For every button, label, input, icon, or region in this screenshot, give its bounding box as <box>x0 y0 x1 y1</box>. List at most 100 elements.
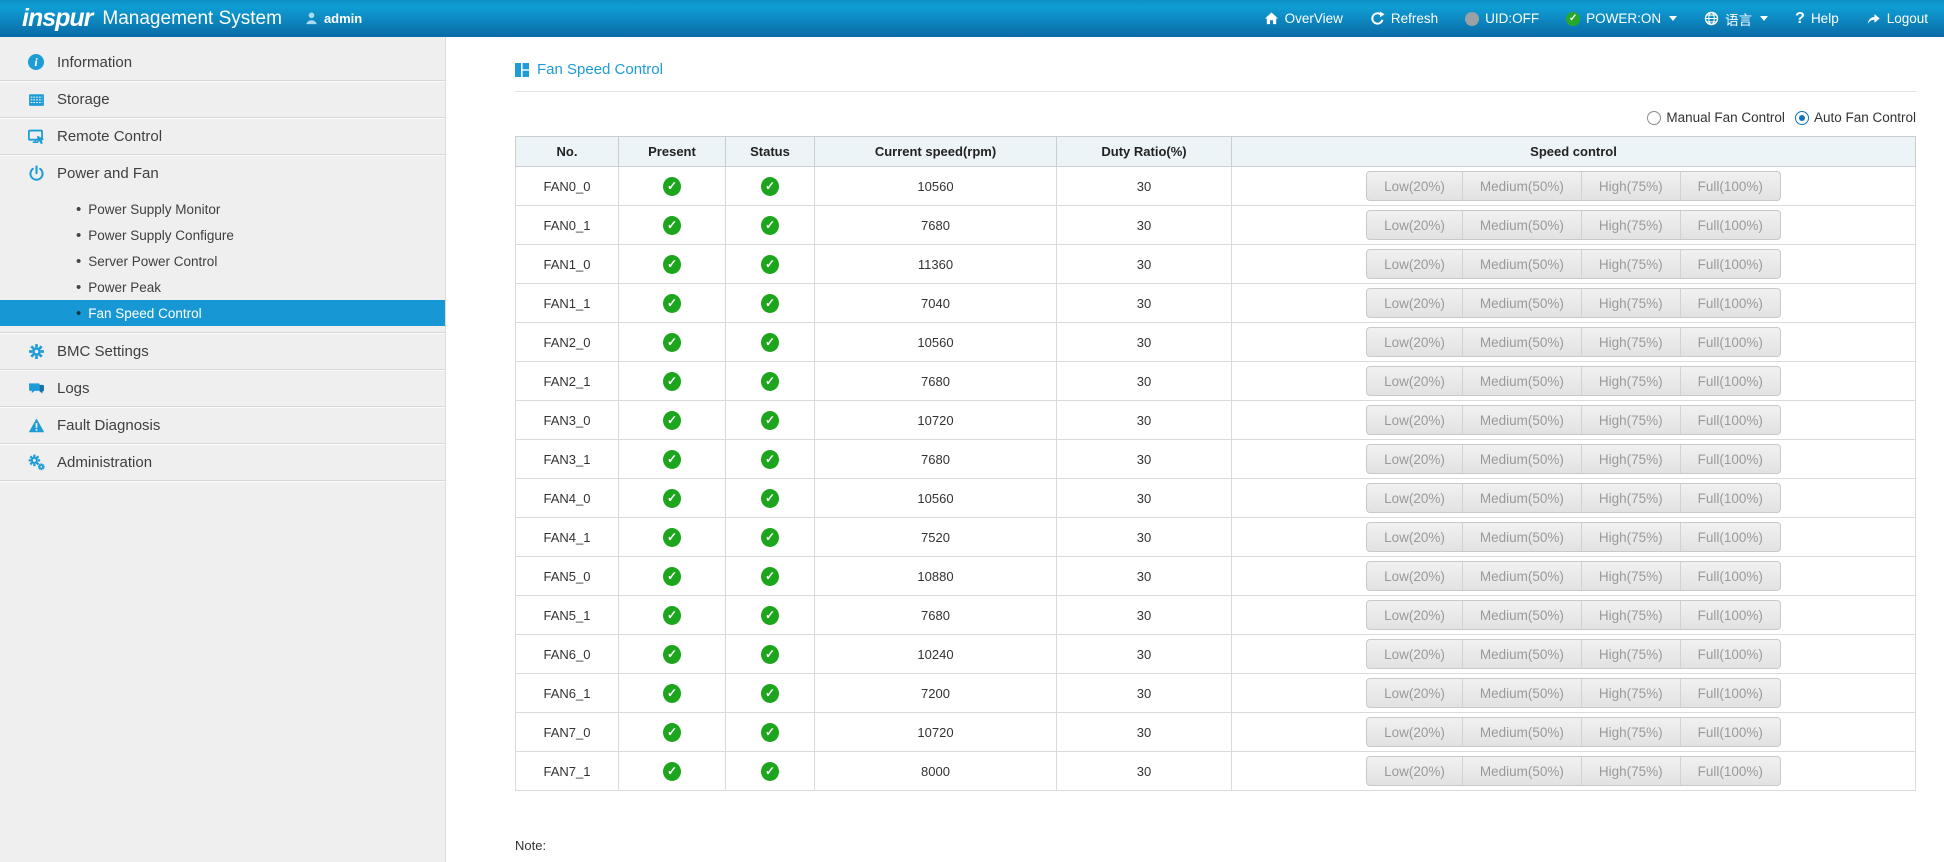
speed-button[interactable]: Full(100%) <box>1680 757 1780 785</box>
speed-button[interactable]: Full(100%) <box>1680 484 1780 512</box>
speed-button[interactable]: Medium(50%) <box>1462 445 1581 473</box>
speed-button[interactable]: Full(100%) <box>1680 640 1780 668</box>
radio-icon[interactable] <box>1795 111 1809 125</box>
status-cell: ✓ <box>726 401 815 440</box>
speed-button[interactable]: Medium(50%) <box>1462 640 1581 668</box>
speed-button[interactable]: Low(20%) <box>1367 679 1462 707</box>
speed-button[interactable]: Low(20%) <box>1367 367 1462 395</box>
speed-button[interactable]: Low(20%) <box>1367 250 1462 278</box>
speed-button[interactable]: High(75%) <box>1581 757 1680 785</box>
speed-button[interactable]: Medium(50%) <box>1462 679 1581 707</box>
speed-button[interactable]: High(75%) <box>1581 328 1680 356</box>
fan-no: FAN3_1 <box>516 440 619 479</box>
speed-button[interactable]: High(75%) <box>1581 562 1680 590</box>
speed-button[interactable]: High(75%) <box>1581 250 1680 278</box>
speed-button[interactable]: Low(20%) <box>1367 406 1462 434</box>
sidebar-item-remote-control[interactable]: Remote Control <box>0 118 445 155</box>
speed-button[interactable]: Low(20%) <box>1367 562 1462 590</box>
sidebar-item-logs[interactable]: Logs <box>0 370 445 407</box>
speed-button[interactable]: Medium(50%) <box>1462 406 1581 434</box>
fan-mode-option[interactable]: Manual Fan Control <box>1647 110 1785 125</box>
power-and-fan-submenu: • Power Supply Monitor • Power Supply Co… <box>0 192 445 333</box>
fan-mode-option[interactable]: Auto Fan Control <box>1795 110 1916 125</box>
speed-button[interactable]: High(75%) <box>1581 445 1680 473</box>
speed-button[interactable]: High(75%) <box>1581 484 1680 512</box>
speed-button[interactable]: Full(100%) <box>1680 211 1780 239</box>
speed-button[interactable]: Full(100%) <box>1680 406 1780 434</box>
speed-button[interactable]: Medium(50%) <box>1462 367 1581 395</box>
speed-button[interactable]: Low(20%) <box>1367 211 1462 239</box>
speed-button[interactable]: Low(20%) <box>1367 289 1462 317</box>
sidebar-subitem-fan-speed-control[interactable]: • Fan Speed Control <box>0 300 445 326</box>
table-row: FAN5_1✓✓768030Low(20%)Medium(50%)High(75… <box>516 596 1916 635</box>
speed-button[interactable]: Medium(50%) <box>1462 718 1581 746</box>
speed-button[interactable]: Low(20%) <box>1367 523 1462 551</box>
speed-button[interactable]: Full(100%) <box>1680 601 1780 629</box>
uid-nav-item[interactable]: UID:OFF <box>1465 11 1539 26</box>
sidebar-item-information[interactable]: i Information <box>0 44 445 81</box>
sidebar-item-administration[interactable]: Administration <box>0 444 445 481</box>
table-row: FAN7_1✓✓800030Low(20%)Medium(50%)High(75… <box>516 752 1916 791</box>
speed-button[interactable]: Medium(50%) <box>1462 484 1581 512</box>
sidebar-subitem-power-supply-configure[interactable]: • Power Supply Configure <box>0 222 445 248</box>
speed-button-group: Low(20%)Medium(50%)High(75%)Full(100%) <box>1366 600 1781 630</box>
sidebar-item-bmc-settings[interactable]: BMC Settings <box>0 333 445 370</box>
speed-button[interactable]: High(75%) <box>1581 601 1680 629</box>
speed-button[interactable]: Full(100%) <box>1680 562 1780 590</box>
speed-button[interactable]: Medium(50%) <box>1462 289 1581 317</box>
speed-button[interactable]: Full(100%) <box>1680 367 1780 395</box>
speed-button[interactable]: High(75%) <box>1581 211 1680 239</box>
sidebar-item-storage[interactable]: Storage <box>0 81 445 118</box>
radio-icon[interactable] <box>1647 111 1661 125</box>
speed-button[interactable]: Full(100%) <box>1680 172 1780 200</box>
sidebar-item-fault-diagnosis[interactable]: Fault Diagnosis <box>0 407 445 444</box>
speed-button[interactable]: Medium(50%) <box>1462 250 1581 278</box>
speed-button[interactable]: Medium(50%) <box>1462 211 1581 239</box>
fan-current-speed: 10560 <box>815 167 1057 206</box>
speed-button[interactable]: High(75%) <box>1581 523 1680 551</box>
present-ok-icon: ✓ <box>663 489 681 508</box>
speed-button[interactable]: Full(100%) <box>1680 679 1780 707</box>
overview-nav-item[interactable]: OverView <box>1264 11 1343 26</box>
speed-button[interactable]: Low(20%) <box>1367 328 1462 356</box>
speed-button[interactable]: Medium(50%) <box>1462 328 1581 356</box>
speed-button[interactable]: Full(100%) <box>1680 445 1780 473</box>
speed-button[interactable]: Full(100%) <box>1680 523 1780 551</box>
speed-button[interactable]: High(75%) <box>1581 640 1680 668</box>
help-nav-item[interactable]: ? Help <box>1795 10 1839 28</box>
refresh-nav-item[interactable]: Refresh <box>1370 11 1438 26</box>
speed-button[interactable]: Low(20%) <box>1367 757 1462 785</box>
speed-button[interactable]: Medium(50%) <box>1462 757 1581 785</box>
speed-button[interactable]: Full(100%) <box>1680 289 1780 317</box>
sidebar-subitem-power-supply-monitor[interactable]: • Power Supply Monitor <box>0 196 445 222</box>
speed-button[interactable]: High(75%) <box>1581 367 1680 395</box>
speed-button[interactable]: Low(20%) <box>1367 718 1462 746</box>
speed-button[interactable]: High(75%) <box>1581 406 1680 434</box>
speed-button[interactable]: Full(100%) <box>1680 328 1780 356</box>
speed-button[interactable]: Low(20%) <box>1367 445 1462 473</box>
sidebar-subitem-power-peak[interactable]: • Power Peak <box>0 274 445 300</box>
speed-button[interactable]: Full(100%) <box>1680 250 1780 278</box>
speed-button[interactable]: High(75%) <box>1581 172 1680 200</box>
speed-button[interactable]: Low(20%) <box>1367 484 1462 512</box>
status-cell: ✓ <box>726 479 815 518</box>
speed-button[interactable]: Low(20%) <box>1367 640 1462 668</box>
power-nav-item[interactable]: ✓ POWER:ON <box>1566 11 1677 26</box>
speed-button[interactable]: Low(20%) <box>1367 601 1462 629</box>
speed-button[interactable]: Medium(50%) <box>1462 562 1581 590</box>
speed-button[interactable]: Medium(50%) <box>1462 523 1581 551</box>
speed-button[interactable]: High(75%) <box>1581 289 1680 317</box>
speed-button[interactable]: High(75%) <box>1581 679 1680 707</box>
language-nav-item[interactable]: 语言 <box>1704 9 1768 29</box>
speed-button-group: Low(20%)Medium(50%)High(75%)Full(100%) <box>1366 756 1781 786</box>
speed-button[interactable]: Medium(50%) <box>1462 172 1581 200</box>
col-header-duty-ratio: Duty Ratio(%) <box>1057 137 1232 167</box>
speed-button[interactable]: Medium(50%) <box>1462 601 1581 629</box>
speed-button[interactable]: Full(100%) <box>1680 718 1780 746</box>
sidebar-subitem-server-power-control[interactable]: • Server Power Control <box>0 248 445 274</box>
speed-button[interactable]: High(75%) <box>1581 718 1680 746</box>
col-header-status: Status <box>726 137 815 167</box>
speed-button[interactable]: Low(20%) <box>1367 172 1462 200</box>
logout-nav-item[interactable]: Logout <box>1866 11 1928 26</box>
sidebar-item-power-and-fan[interactable]: Power and Fan <box>0 155 445 192</box>
